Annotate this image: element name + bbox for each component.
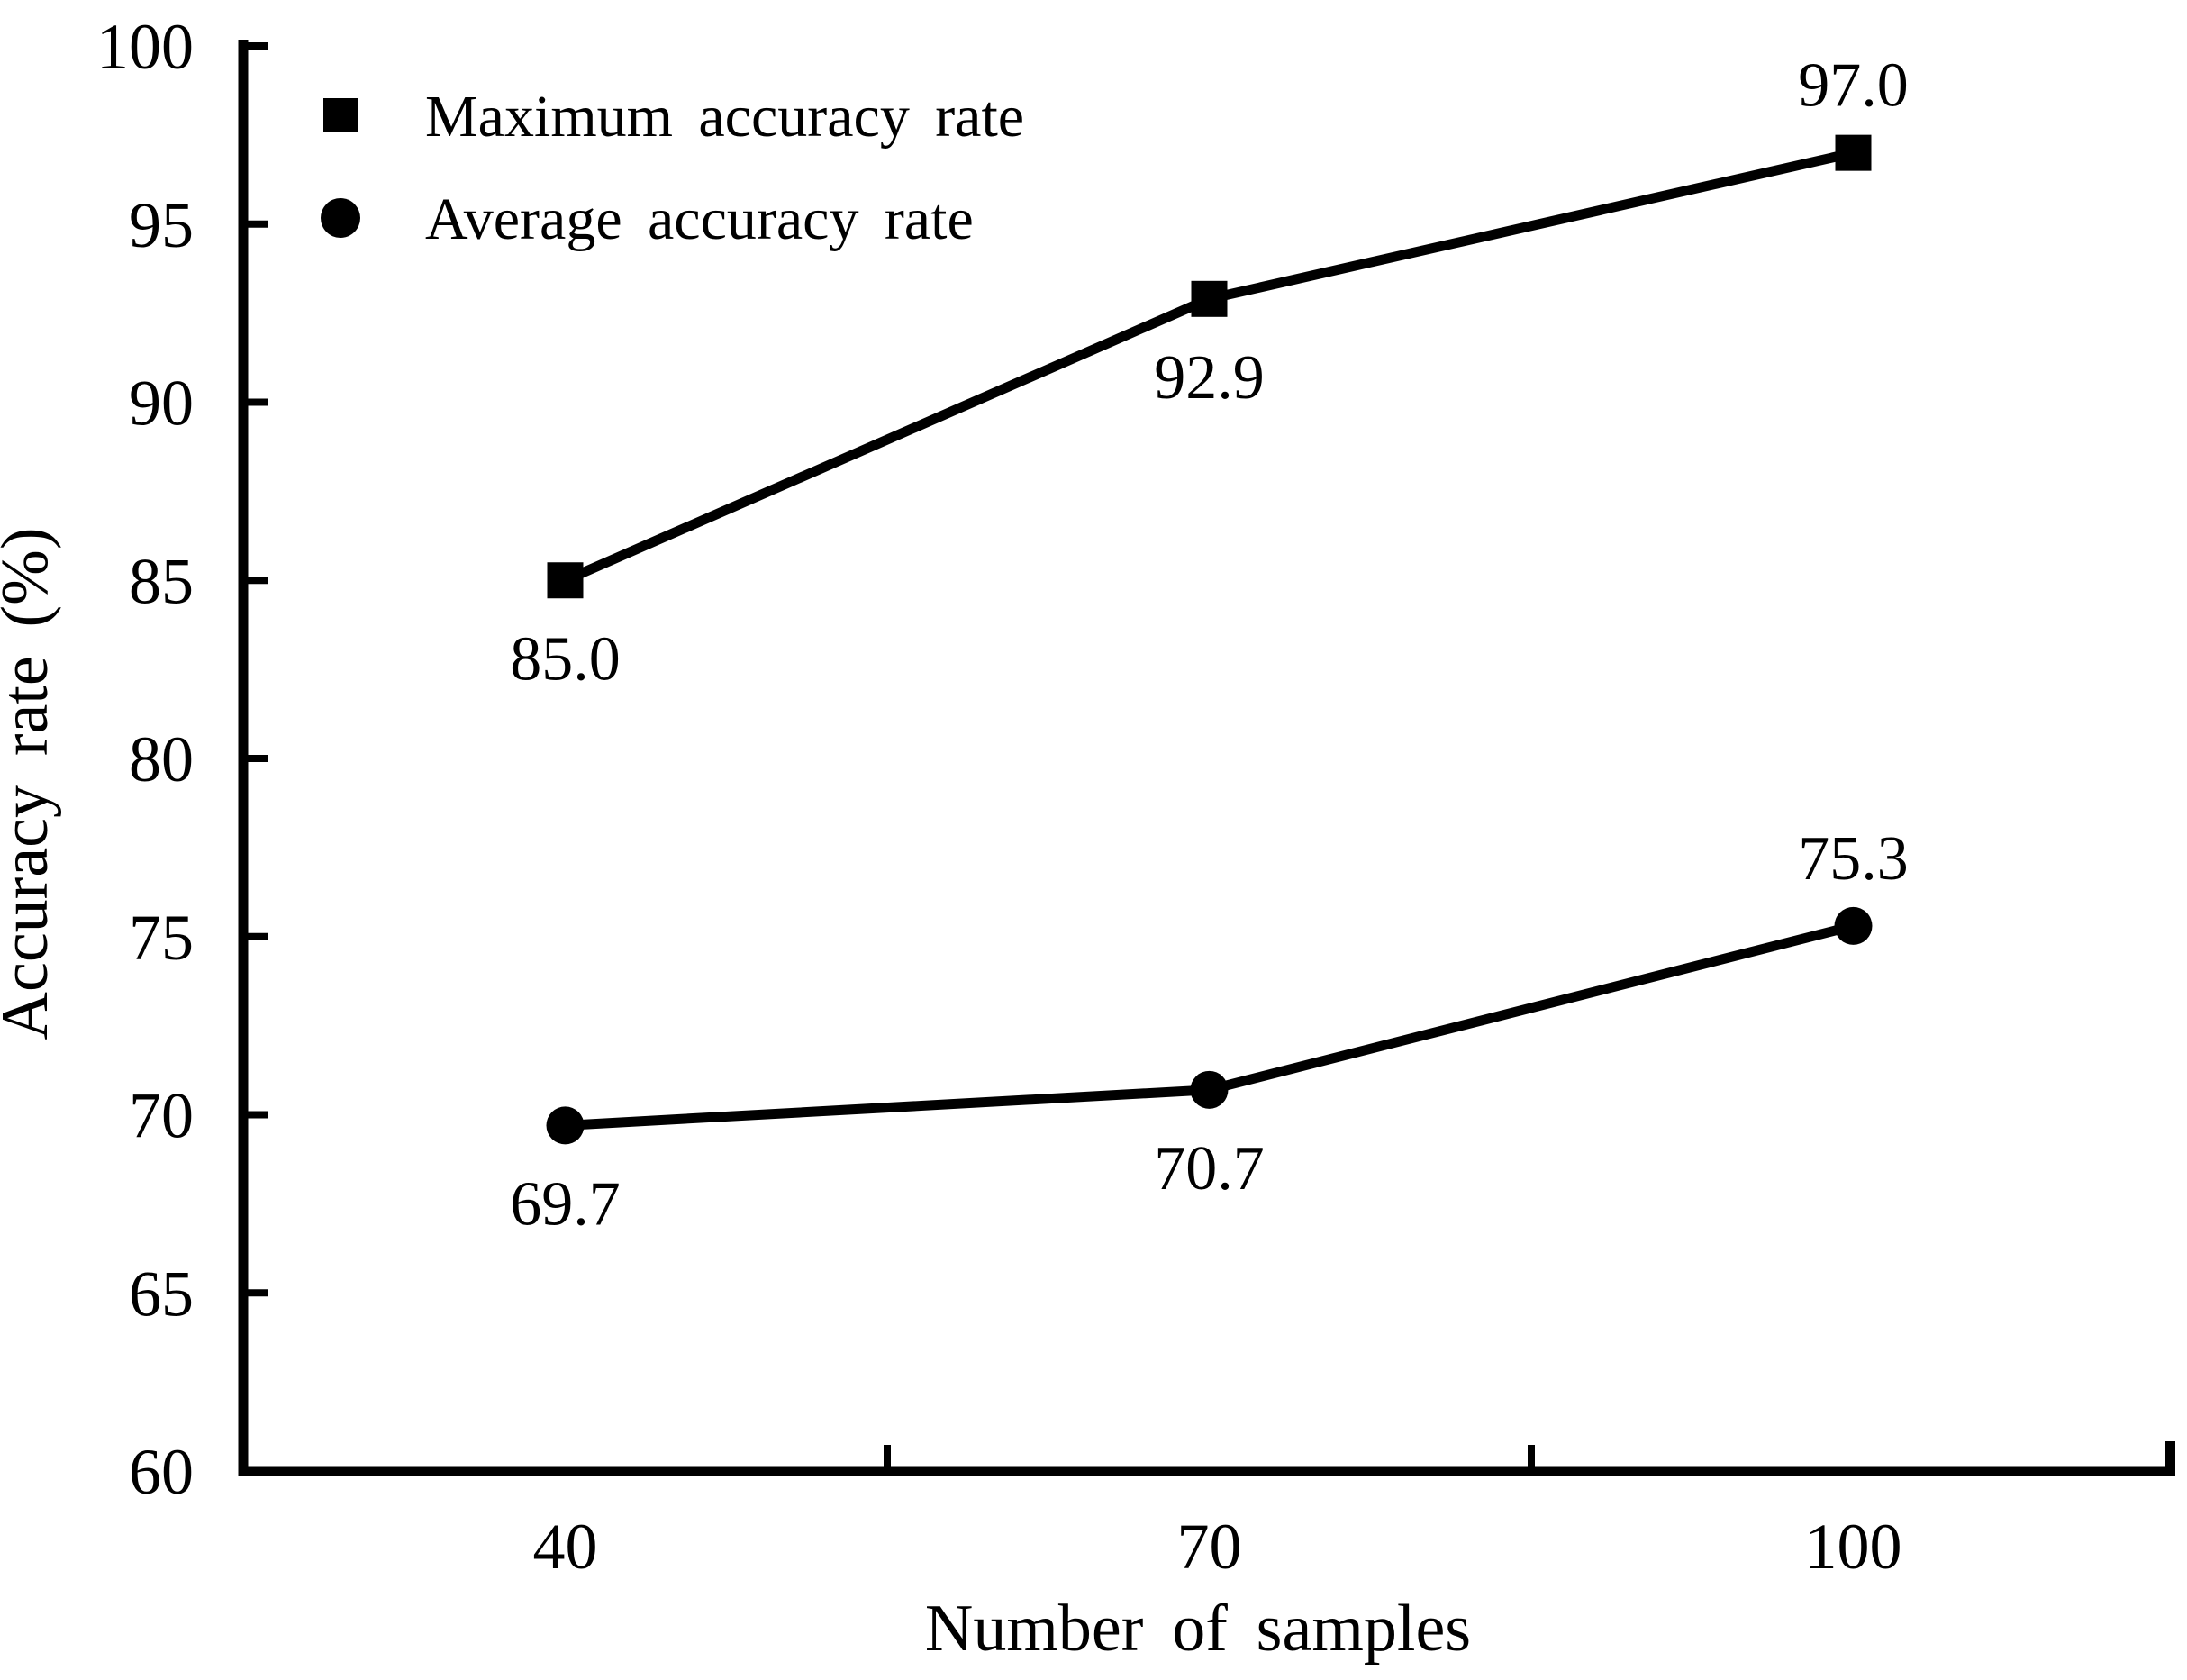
y-axis-tick-label: 100 bbox=[96, 11, 194, 83]
series-lines bbox=[546, 134, 1873, 1145]
y-axis-tick-label: 85 bbox=[129, 545, 194, 617]
data-point-label: 69.7 bbox=[510, 1169, 621, 1239]
data-point-label: 75.3 bbox=[1798, 824, 1909, 894]
data-point-square-marker bbox=[547, 562, 584, 599]
data-point-label: 92.9 bbox=[1154, 343, 1265, 413]
x-axis-tick-label: 40 bbox=[533, 1511, 598, 1583]
x-axis-tick-label: 100 bbox=[1805, 1511, 1902, 1583]
y-axis-tick-label: 70 bbox=[129, 1080, 194, 1152]
y-axis-title: Accuracy rate (%) bbox=[0, 528, 62, 1040]
legend-label: Maximum accuracy rate bbox=[425, 84, 1024, 150]
data-point-label: 97.0 bbox=[1798, 51, 1909, 121]
y-axis-tick-label: 90 bbox=[129, 368, 194, 440]
axes: 100 95 90 85 80 75 70 65 60 40 70 100 bbox=[96, 11, 2175, 1583]
x-axis-tick-label: 70 bbox=[1177, 1511, 1242, 1583]
legend: Maximum accuracy rate Average accuracy ra… bbox=[321, 84, 1024, 252]
x-axis-title: Number of samples bbox=[925, 1592, 1471, 1666]
y-axis-tick-label: 95 bbox=[129, 189, 194, 261]
legend-circle-marker-icon bbox=[321, 198, 360, 238]
data-point-circle-marker bbox=[1834, 906, 1873, 945]
data-point-label: 70.7 bbox=[1154, 1134, 1265, 1203]
data-point-circle-marker bbox=[1190, 1070, 1229, 1109]
legend-label: Average accuracy rate bbox=[425, 186, 974, 252]
data-labels: 85.0 92.9 97.0 69.7 70.7 75.3 bbox=[510, 51, 1909, 1240]
legend-square-marker-icon bbox=[323, 98, 358, 132]
data-point-label: 85.0 bbox=[510, 624, 621, 694]
data-point-square-marker bbox=[1835, 134, 1872, 171]
data-point-circle-marker bbox=[546, 1106, 585, 1145]
y-axis-tick-label: 65 bbox=[129, 1258, 194, 1330]
y-axis-tick-label: 60 bbox=[129, 1436, 194, 1508]
y-axis-tick-label: 80 bbox=[129, 723, 194, 795]
y-axis-tick-label: 75 bbox=[129, 902, 194, 974]
data-point-square-marker bbox=[1191, 280, 1228, 317]
